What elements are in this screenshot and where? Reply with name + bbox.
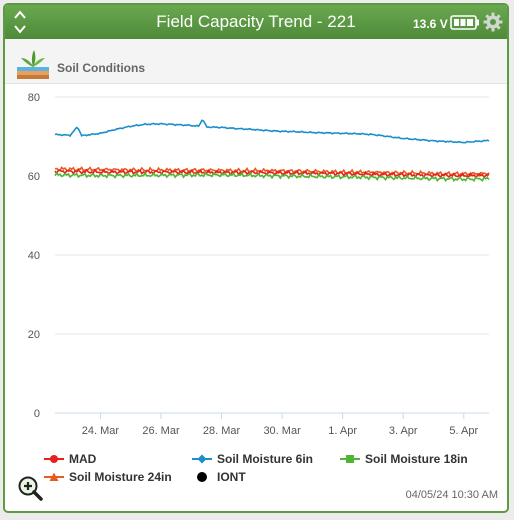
widget-card: Field Capacity Trend - 221 13.6 V [3,3,509,513]
legend-item-soil-moisture-6in[interactable]: Soil Moisture 6in [191,452,313,466]
legend-marker-mad [44,455,64,463]
x-tick-label: 1. Apr [328,425,357,437]
legend-label-mad: MAD [69,452,97,466]
x-tick-label: 5. Apr [449,425,478,437]
y-tick-label: 20 [28,329,40,341]
reorder-arrows [12,8,28,36]
x-tick-label: 26. Mar [142,425,180,437]
legend-item-soil-moisture-18in[interactable]: Soil Moisture 18in [339,452,468,466]
series-line-soil-moisture-6in [54,119,490,144]
x-tick-label: 24. Mar [82,425,120,437]
legend-marker-soil-moisture-6in [192,454,212,464]
x-tick-label: 28. Mar [203,425,241,437]
battery-voltage: 13.6 V [413,17,448,31]
legend-marker-soil-moisture-18in [340,455,360,463]
field-capacity-chart: 0 20 40 60 80 24. Mar 26. Mar 28. Mar 30. Mar 1. … [28,92,490,437]
y-tick-label: 0 [34,408,40,420]
chevron-down-icon[interactable] [12,22,28,36]
widget-title: Field Capacity Trend - 221 [156,12,356,31]
legend-label-iont: IONT [217,470,246,484]
legend-item-mad[interactable]: MAD [43,452,96,466]
zoom-in-icon[interactable] [17,475,43,501]
x-tick-label: 3. Apr [389,425,418,437]
legend-marker-iont [197,472,207,482]
chevron-up-icon[interactable] [12,8,28,22]
section-label: Soil Conditions [57,61,145,75]
series-line-soil-moisture-18in [54,171,490,183]
y-tick-label: 60 [28,171,40,183]
section-header: Soil Conditions [5,39,507,84]
legend-label-soil-moisture-6in: Soil Moisture 6in [217,452,314,466]
legend-item-soil-moisture-24in[interactable]: Soil Moisture 24in [43,470,172,484]
soil-icon [17,50,49,79]
legend-item-iont[interactable]: IONT [191,470,246,484]
legend-marker-soil-moisture-24in [44,472,64,481]
legend-label-soil-moisture-18in: Soil Moisture 18in [365,452,468,466]
y-tick-label: 40 [28,250,40,262]
x-tick-label: 30. Mar [263,425,301,437]
gear-icon[interactable] [483,12,503,32]
battery-icon [450,15,479,30]
last-updated-timestamp: 04/05/24 10:30 AM [405,489,498,501]
series-line-mad [54,168,490,179]
widget-header: Field Capacity Trend - 221 13.6 V [5,5,507,39]
legend-label-soil-moisture-24in: Soil Moisture 24in [69,470,172,484]
y-tick-label: 80 [28,92,40,104]
